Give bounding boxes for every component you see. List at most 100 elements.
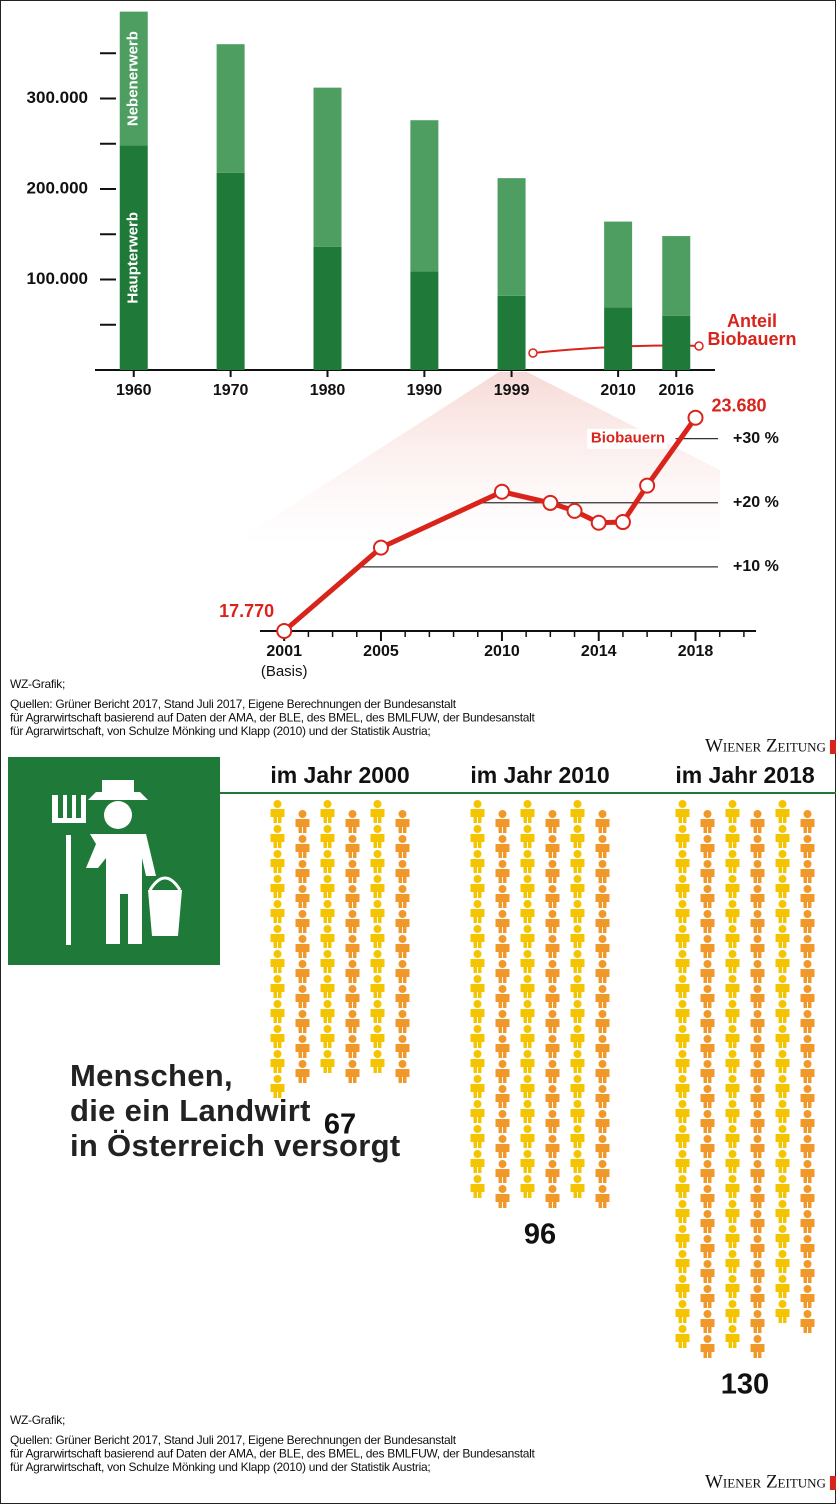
y-tick-label: +10 % xyxy=(733,558,779,575)
person-icon xyxy=(801,810,815,833)
person-icon xyxy=(776,1000,790,1023)
y-tick-label: +20 % xyxy=(733,494,779,511)
person-icon xyxy=(371,975,385,998)
person-icon xyxy=(801,960,815,983)
person-icon xyxy=(726,1000,740,1023)
point xyxy=(543,496,557,510)
person-icon xyxy=(701,1110,715,1133)
person-icon xyxy=(726,1300,740,1323)
person-icon xyxy=(751,810,765,833)
bar-segment xyxy=(410,271,438,370)
person-icon xyxy=(371,825,385,848)
person-icon xyxy=(726,1100,740,1123)
x-tick-label: 2001 xyxy=(266,643,302,660)
person-icon xyxy=(701,1060,715,1083)
person-icon xyxy=(596,1185,610,1208)
person-icon xyxy=(371,800,385,823)
person-icon xyxy=(521,1050,535,1073)
person-icon xyxy=(596,860,610,883)
point xyxy=(689,411,703,425)
person-icon xyxy=(396,885,410,908)
person-icon xyxy=(751,1110,765,1133)
person-icon xyxy=(546,1060,560,1083)
person-icon xyxy=(521,875,535,898)
person-icon xyxy=(546,860,560,883)
person-icon xyxy=(546,1110,560,1133)
person-icon xyxy=(371,875,385,898)
person-icon xyxy=(296,835,310,858)
person-icon xyxy=(596,835,610,858)
person-icon xyxy=(521,950,535,973)
person-icon xyxy=(751,935,765,958)
person-icon xyxy=(521,975,535,998)
person-icon xyxy=(776,925,790,948)
person-icon xyxy=(776,1025,790,1048)
person-icon xyxy=(346,935,360,958)
person-icon xyxy=(726,1325,740,1348)
person-icon xyxy=(801,1310,815,1333)
person-icon xyxy=(546,935,560,958)
person-icon xyxy=(296,1035,310,1058)
person-icon xyxy=(471,1025,485,1048)
person-icon xyxy=(471,875,485,898)
person-icon xyxy=(676,950,690,973)
person-icon xyxy=(776,1125,790,1148)
person-icon xyxy=(321,1025,335,1048)
x-tick-label: 1980 xyxy=(310,382,346,399)
person-icon xyxy=(571,900,585,923)
legend-label: Nebenerwerb xyxy=(125,31,142,126)
annotation: Biobauern xyxy=(707,329,796,349)
person-icon xyxy=(726,1075,740,1098)
person-icon xyxy=(801,1085,815,1108)
person-icon xyxy=(296,910,310,933)
person-icon xyxy=(471,800,485,823)
bar-segment xyxy=(217,44,245,173)
person-icon xyxy=(296,810,310,833)
person-icon xyxy=(676,1275,690,1298)
person-icon xyxy=(396,835,410,858)
person-icon xyxy=(676,850,690,873)
x-tick-label: 1990 xyxy=(407,382,443,399)
person-icon xyxy=(321,900,335,923)
person-icon xyxy=(496,1010,510,1033)
person-icon xyxy=(396,810,410,833)
person-icon xyxy=(776,1250,790,1273)
point xyxy=(374,541,388,555)
person-icon xyxy=(396,1035,410,1058)
person-icon xyxy=(726,1150,740,1173)
person-icon xyxy=(676,1325,690,1348)
person-icon xyxy=(776,825,790,848)
person-icon xyxy=(571,1125,585,1148)
person-icon xyxy=(346,885,360,908)
person-icon xyxy=(346,810,360,833)
person-icon xyxy=(751,1135,765,1158)
person-icon xyxy=(596,1010,610,1033)
person-icon xyxy=(346,860,360,883)
person-icon xyxy=(571,875,585,898)
share-point xyxy=(695,342,703,350)
person-icon xyxy=(676,1050,690,1073)
person-icon xyxy=(776,900,790,923)
person-icon xyxy=(751,885,765,908)
person-icon xyxy=(346,985,360,1008)
person-icon xyxy=(801,1110,815,1133)
person-icon xyxy=(396,1010,410,1033)
person-icon xyxy=(371,1025,385,1048)
person-icon xyxy=(546,1185,560,1208)
bar-segment xyxy=(604,222,632,308)
person-icon xyxy=(701,810,715,833)
y-tick-label: +30 % xyxy=(733,430,779,447)
person-icon xyxy=(271,975,285,998)
person-icon xyxy=(496,960,510,983)
person-icon xyxy=(751,1310,765,1333)
point xyxy=(640,479,654,493)
person-icon xyxy=(701,1135,715,1158)
person-icon xyxy=(496,935,510,958)
person-icon xyxy=(801,860,815,883)
person-icon xyxy=(296,860,310,883)
person-icon xyxy=(701,985,715,1008)
person-icon xyxy=(726,1225,740,1248)
zoom-wedge xyxy=(230,372,720,545)
person-icon xyxy=(751,1035,765,1058)
person-icon xyxy=(521,1150,535,1173)
